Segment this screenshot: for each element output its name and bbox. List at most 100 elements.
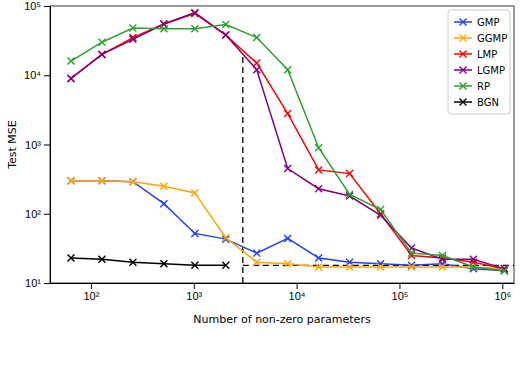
point bbox=[222, 32, 229, 39]
point bbox=[67, 58, 74, 65]
point bbox=[346, 191, 353, 198]
point bbox=[129, 36, 136, 43]
tick-mark bbox=[297, 283, 298, 289]
point bbox=[315, 144, 322, 151]
tick-label: 10⁴ bbox=[289, 290, 306, 302]
point bbox=[315, 166, 322, 173]
series-line bbox=[71, 13, 504, 268]
point bbox=[315, 254, 322, 261]
tick: 10⁶ bbox=[494, 283, 511, 302]
point bbox=[191, 189, 198, 196]
tick: 10³ bbox=[25, 139, 50, 151]
series-line bbox=[71, 258, 226, 265]
point bbox=[191, 25, 198, 32]
tick-mark bbox=[194, 283, 195, 289]
point bbox=[67, 254, 74, 261]
point bbox=[284, 66, 291, 73]
tick-label: 10⁴ bbox=[24, 69, 41, 81]
point bbox=[129, 178, 136, 185]
plot-area: 10²10³10⁴10⁵10⁶10¹10²10³10⁴10⁵Number of … bbox=[6, 0, 515, 326]
point bbox=[129, 259, 136, 266]
point bbox=[67, 177, 74, 184]
point bbox=[408, 264, 415, 271]
tick-label: 10⁵ bbox=[392, 290, 409, 302]
point bbox=[160, 25, 167, 32]
point bbox=[222, 262, 229, 269]
point bbox=[98, 51, 105, 58]
tick-label: 10³ bbox=[186, 290, 202, 302]
axis-line bbox=[51, 283, 515, 284]
tick-mark bbox=[399, 283, 400, 289]
point bbox=[222, 21, 229, 28]
legend-label: LMP bbox=[477, 49, 497, 60]
legend-marker bbox=[460, 35, 467, 42]
tick-mark bbox=[44, 75, 50, 76]
y-axis: 10¹ 10² 10³ 10⁴ 10⁵ bbox=[24, 0, 50, 289]
tick: 10¹ bbox=[25, 277, 50, 289]
point bbox=[253, 250, 260, 257]
tick-label: 10¹ bbox=[25, 277, 41, 289]
marks bbox=[67, 9, 514, 283]
legend-marker bbox=[460, 51, 467, 58]
tick-mark bbox=[44, 6, 50, 7]
point bbox=[129, 25, 136, 32]
legend-marker bbox=[460, 99, 467, 106]
tick-label: 10⁶ bbox=[494, 290, 511, 302]
legend-box bbox=[448, 10, 510, 114]
axis-line bbox=[50, 7, 51, 284]
point bbox=[253, 259, 260, 266]
point bbox=[160, 183, 167, 190]
point bbox=[98, 39, 105, 46]
point bbox=[284, 235, 291, 242]
legend-label: BGN bbox=[477, 97, 499, 108]
legend: GMPGGMPLMPLGMPRPBGN bbox=[448, 10, 510, 114]
tick-label: 10³ bbox=[25, 139, 41, 151]
point bbox=[315, 264, 322, 271]
tick: 10³ bbox=[186, 283, 202, 302]
tick-label: 10⁵ bbox=[24, 0, 41, 12]
point bbox=[67, 75, 74, 82]
point bbox=[222, 234, 229, 241]
point bbox=[470, 256, 477, 263]
point bbox=[439, 264, 446, 271]
tick: 10⁴ bbox=[24, 69, 50, 81]
point bbox=[377, 264, 384, 271]
point bbox=[98, 51, 105, 58]
point bbox=[67, 75, 74, 82]
point bbox=[191, 230, 198, 237]
point bbox=[377, 206, 384, 213]
legend-label: GMP bbox=[477, 17, 499, 28]
legend-marker bbox=[460, 67, 467, 74]
point bbox=[501, 267, 508, 274]
point bbox=[222, 32, 229, 39]
x-axis: 10² 10³ 10⁴ 10⁵ 10⁶ bbox=[51, 283, 515, 302]
point bbox=[284, 165, 291, 172]
series-line bbox=[71, 13, 504, 269]
point bbox=[346, 264, 353, 271]
tick-mark bbox=[502, 283, 503, 289]
tick-label: 10² bbox=[83, 290, 99, 302]
tick: 10⁵ bbox=[392, 283, 409, 302]
point bbox=[408, 250, 415, 257]
legend-label: RP bbox=[477, 81, 490, 92]
point bbox=[191, 9, 198, 16]
tick-mark bbox=[44, 145, 50, 146]
tick-mark bbox=[91, 283, 92, 289]
tick-label: 10² bbox=[25, 208, 41, 220]
tick: 10² bbox=[25, 208, 50, 220]
point bbox=[98, 177, 105, 184]
point bbox=[160, 260, 167, 267]
point bbox=[191, 262, 198, 269]
point bbox=[284, 260, 291, 267]
point bbox=[253, 66, 260, 73]
point bbox=[253, 34, 260, 41]
chart: 10²10³10⁴10⁵10⁶10¹10²10³10⁴10⁵Number of … bbox=[0, 0, 520, 376]
y-axis-title: Test MSE bbox=[6, 120, 19, 170]
point bbox=[284, 110, 291, 117]
point bbox=[160, 200, 167, 207]
point bbox=[346, 170, 353, 177]
legend-marker bbox=[460, 83, 467, 90]
point bbox=[98, 256, 105, 263]
series-line bbox=[71, 25, 504, 271]
legend-label: LGMP bbox=[477, 65, 505, 76]
